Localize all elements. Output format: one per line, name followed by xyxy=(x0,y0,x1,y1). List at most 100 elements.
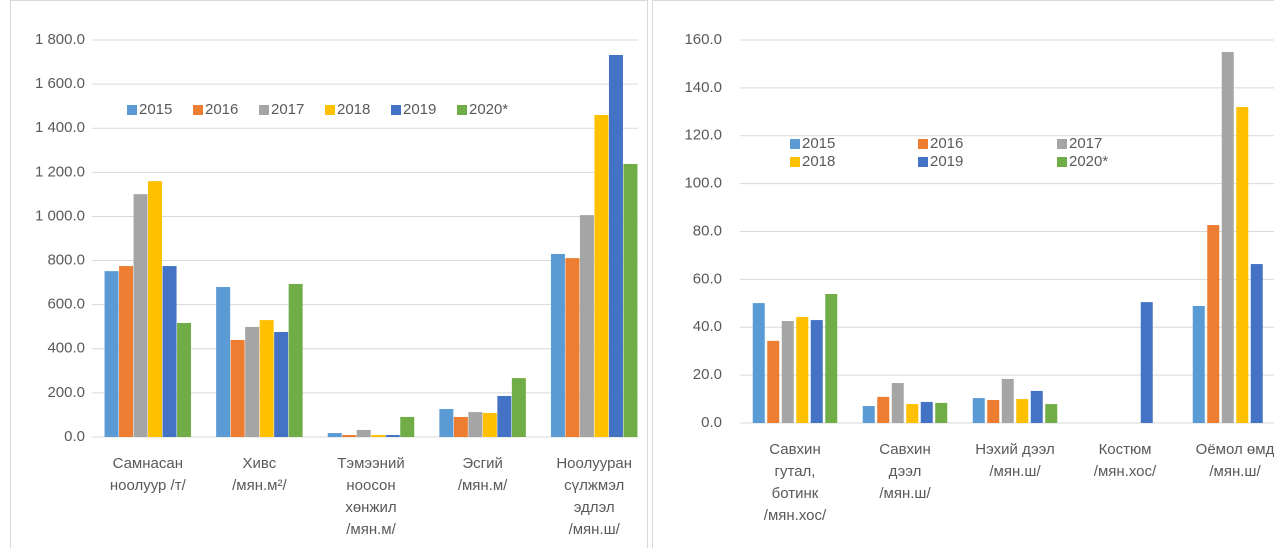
y-tick-label: 40.0 xyxy=(693,318,722,335)
bar xyxy=(796,317,808,423)
y-tick-label: 1 800.0 xyxy=(35,31,85,48)
x-tick-label: эдлэл xyxy=(574,499,615,516)
y-tick-label: 20.0 xyxy=(693,366,722,383)
legend-label: 2017 xyxy=(271,101,304,118)
bar xyxy=(1045,404,1057,423)
x-tick-label: ноолуур /т/ xyxy=(110,477,187,494)
bar xyxy=(177,323,191,437)
legend-label: 2015 xyxy=(802,135,835,152)
x-tick-label: Нэхий дээл xyxy=(975,441,1054,458)
x-tick-label: Самнасан xyxy=(113,455,183,472)
x-tick-label: /мян.хос/ xyxy=(1094,463,1157,480)
legend-swatch xyxy=(790,139,800,149)
bar xyxy=(863,406,875,423)
y-tick-label: 1 400.0 xyxy=(35,119,85,136)
bar xyxy=(609,55,623,437)
bar xyxy=(906,404,918,423)
y-tick-label: 60.0 xyxy=(693,270,722,287)
legend-label: 2020* xyxy=(1069,153,1108,170)
bar xyxy=(483,413,497,437)
bar xyxy=(468,412,482,437)
bar xyxy=(497,396,511,437)
bar xyxy=(357,430,371,437)
legend-swatch xyxy=(127,105,137,115)
x-tick-label: дээл xyxy=(889,463,922,480)
bar xyxy=(551,254,565,437)
bar xyxy=(148,181,162,437)
bar xyxy=(386,435,400,437)
bar xyxy=(565,258,579,437)
x-tick-label: Тэмээний xyxy=(337,455,404,472)
bar xyxy=(231,340,245,437)
y-tick-label: 160.0 xyxy=(684,31,722,48)
bar xyxy=(512,378,526,437)
bar xyxy=(973,398,985,423)
legend-label: 2015 xyxy=(139,101,172,118)
bar xyxy=(1193,306,1205,423)
bar xyxy=(877,397,889,423)
bar xyxy=(328,433,342,437)
bar xyxy=(594,115,608,437)
bar xyxy=(767,341,779,423)
y-tick-label: 120.0 xyxy=(684,127,722,144)
bar xyxy=(274,332,288,437)
y-tick-label: 100.0 xyxy=(684,175,722,192)
y-tick-label: 800.0 xyxy=(47,252,85,269)
y-tick-label: 0.0 xyxy=(64,428,85,445)
x-tick-label: ботинк xyxy=(772,485,819,502)
bar xyxy=(342,435,356,437)
bar xyxy=(216,287,230,437)
bar xyxy=(1016,399,1028,423)
bar xyxy=(1141,302,1153,423)
bar xyxy=(782,321,794,423)
x-tick-label: гутал, xyxy=(775,463,816,480)
bar xyxy=(623,164,637,437)
x-tick-label: Костюм xyxy=(1099,441,1152,458)
bar xyxy=(753,303,765,423)
x-tick-label: Оёмол өмд xyxy=(1196,441,1274,458)
bar xyxy=(1207,225,1219,423)
bar xyxy=(892,383,904,423)
bar xyxy=(245,327,259,437)
y-tick-label: 80.0 xyxy=(693,222,722,239)
y-tick-label: 1 000.0 xyxy=(35,207,85,224)
x-tick-label: Савхин xyxy=(879,441,930,458)
legend-label: 2018 xyxy=(337,101,370,118)
bar xyxy=(1222,52,1234,423)
y-tick-label: 140.0 xyxy=(684,79,722,96)
bar xyxy=(439,409,453,437)
legend-swatch xyxy=(259,105,269,115)
x-tick-label: /мян.м/ xyxy=(458,477,508,494)
bar xyxy=(289,284,303,437)
legend-swatch xyxy=(918,139,928,149)
legend-label: 2020* xyxy=(469,101,508,118)
bar xyxy=(163,266,177,437)
bar xyxy=(260,320,274,437)
legend-label: 2019 xyxy=(403,101,436,118)
bar xyxy=(371,435,385,437)
x-tick-label: Ноолууран xyxy=(556,455,632,472)
legend-label: 2019 xyxy=(930,153,963,170)
bar xyxy=(1031,391,1043,423)
y-tick-label: 400.0 xyxy=(47,340,85,357)
legend-swatch xyxy=(918,157,928,167)
legend-label: 2017 xyxy=(1069,135,1102,152)
bar xyxy=(1236,107,1248,423)
x-tick-label: Савхин xyxy=(769,441,820,458)
legend-swatch xyxy=(1057,139,1067,149)
bar xyxy=(454,417,468,437)
legend-label: 2016 xyxy=(930,135,963,152)
y-tick-label: 200.0 xyxy=(47,384,85,401)
x-tick-label: Эсгий xyxy=(462,455,503,472)
bar xyxy=(825,294,837,423)
x-tick-label: /мян.ш/ xyxy=(1209,463,1261,480)
bar xyxy=(119,266,133,437)
bar xyxy=(987,400,999,423)
bar xyxy=(1002,379,1014,423)
x-tick-label: /мян.хос/ xyxy=(764,507,827,524)
y-tick-label: 600.0 xyxy=(47,296,85,313)
bar xyxy=(134,194,148,437)
bar xyxy=(811,320,823,423)
bar xyxy=(935,403,947,423)
